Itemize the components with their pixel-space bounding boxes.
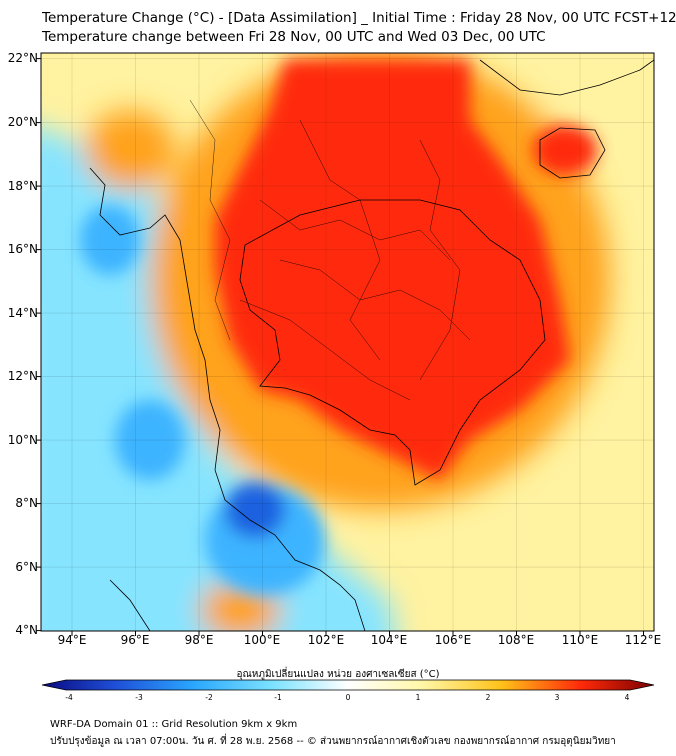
model-info: WRF-DA Domain 01 :: Grid Resolution 9km … [50,719,298,730]
colorbar-label: อุณหภูมิเปลี่ยนแปลง หน่วย องศาเซลเซียส (… [236,669,440,680]
map-frame [40,52,655,632]
lon-label: 102°E [307,633,345,647]
colorbar-tick: -4 [65,693,73,702]
lon-label: 108°E [497,633,535,647]
lon-label: 104°E [370,633,408,647]
lat-label: 10°N [7,433,38,447]
lat-label: 16°N [7,242,38,256]
lon-label: 98°E [184,633,214,647]
colorbar-tick: 4 [624,693,630,702]
lat-label: 14°N [7,306,38,320]
lat-label: 4°N [15,623,38,637]
lon-label: 106°E [434,633,472,647]
colorbar-tick: 1 [415,693,421,702]
lat-label: 6°N [15,560,38,574]
lat-label: 12°N [7,369,38,383]
lon-label: 94°E [57,633,87,647]
chart-subtitle: Temperature change between Fri 28 Nov, 0… [42,29,546,45]
lat-label: 22°N [7,51,38,65]
lat-label: 8°N [15,496,38,510]
lon-label: 100°E [243,633,281,647]
colorbar-tick: -2 [205,693,213,702]
colorbar-tick: 2 [485,693,491,702]
colorbar-tick: 0 [345,693,351,702]
chart-title: Temperature Change (°C) - [Data Assimila… [42,10,676,26]
lon-label: 112°E [624,633,662,647]
lon-label: 110°E [561,633,599,647]
colorbar [41,679,655,691]
colorbar-tick: -1 [274,693,282,702]
colorbar-tick: 3 [554,693,560,702]
admin-borders [189,99,471,401]
lat-label: 20°N [7,115,38,129]
update-info: ปรับปรุงข้อมูล ณ เวลา 07:00น. วัน ศ. ที่… [50,736,616,747]
coastlines [89,59,654,631]
lon-label: 96°E [120,633,150,647]
lat-label: 18°N [7,179,38,193]
colorbar-tick: -3 [135,693,143,702]
graticule [41,53,654,631]
